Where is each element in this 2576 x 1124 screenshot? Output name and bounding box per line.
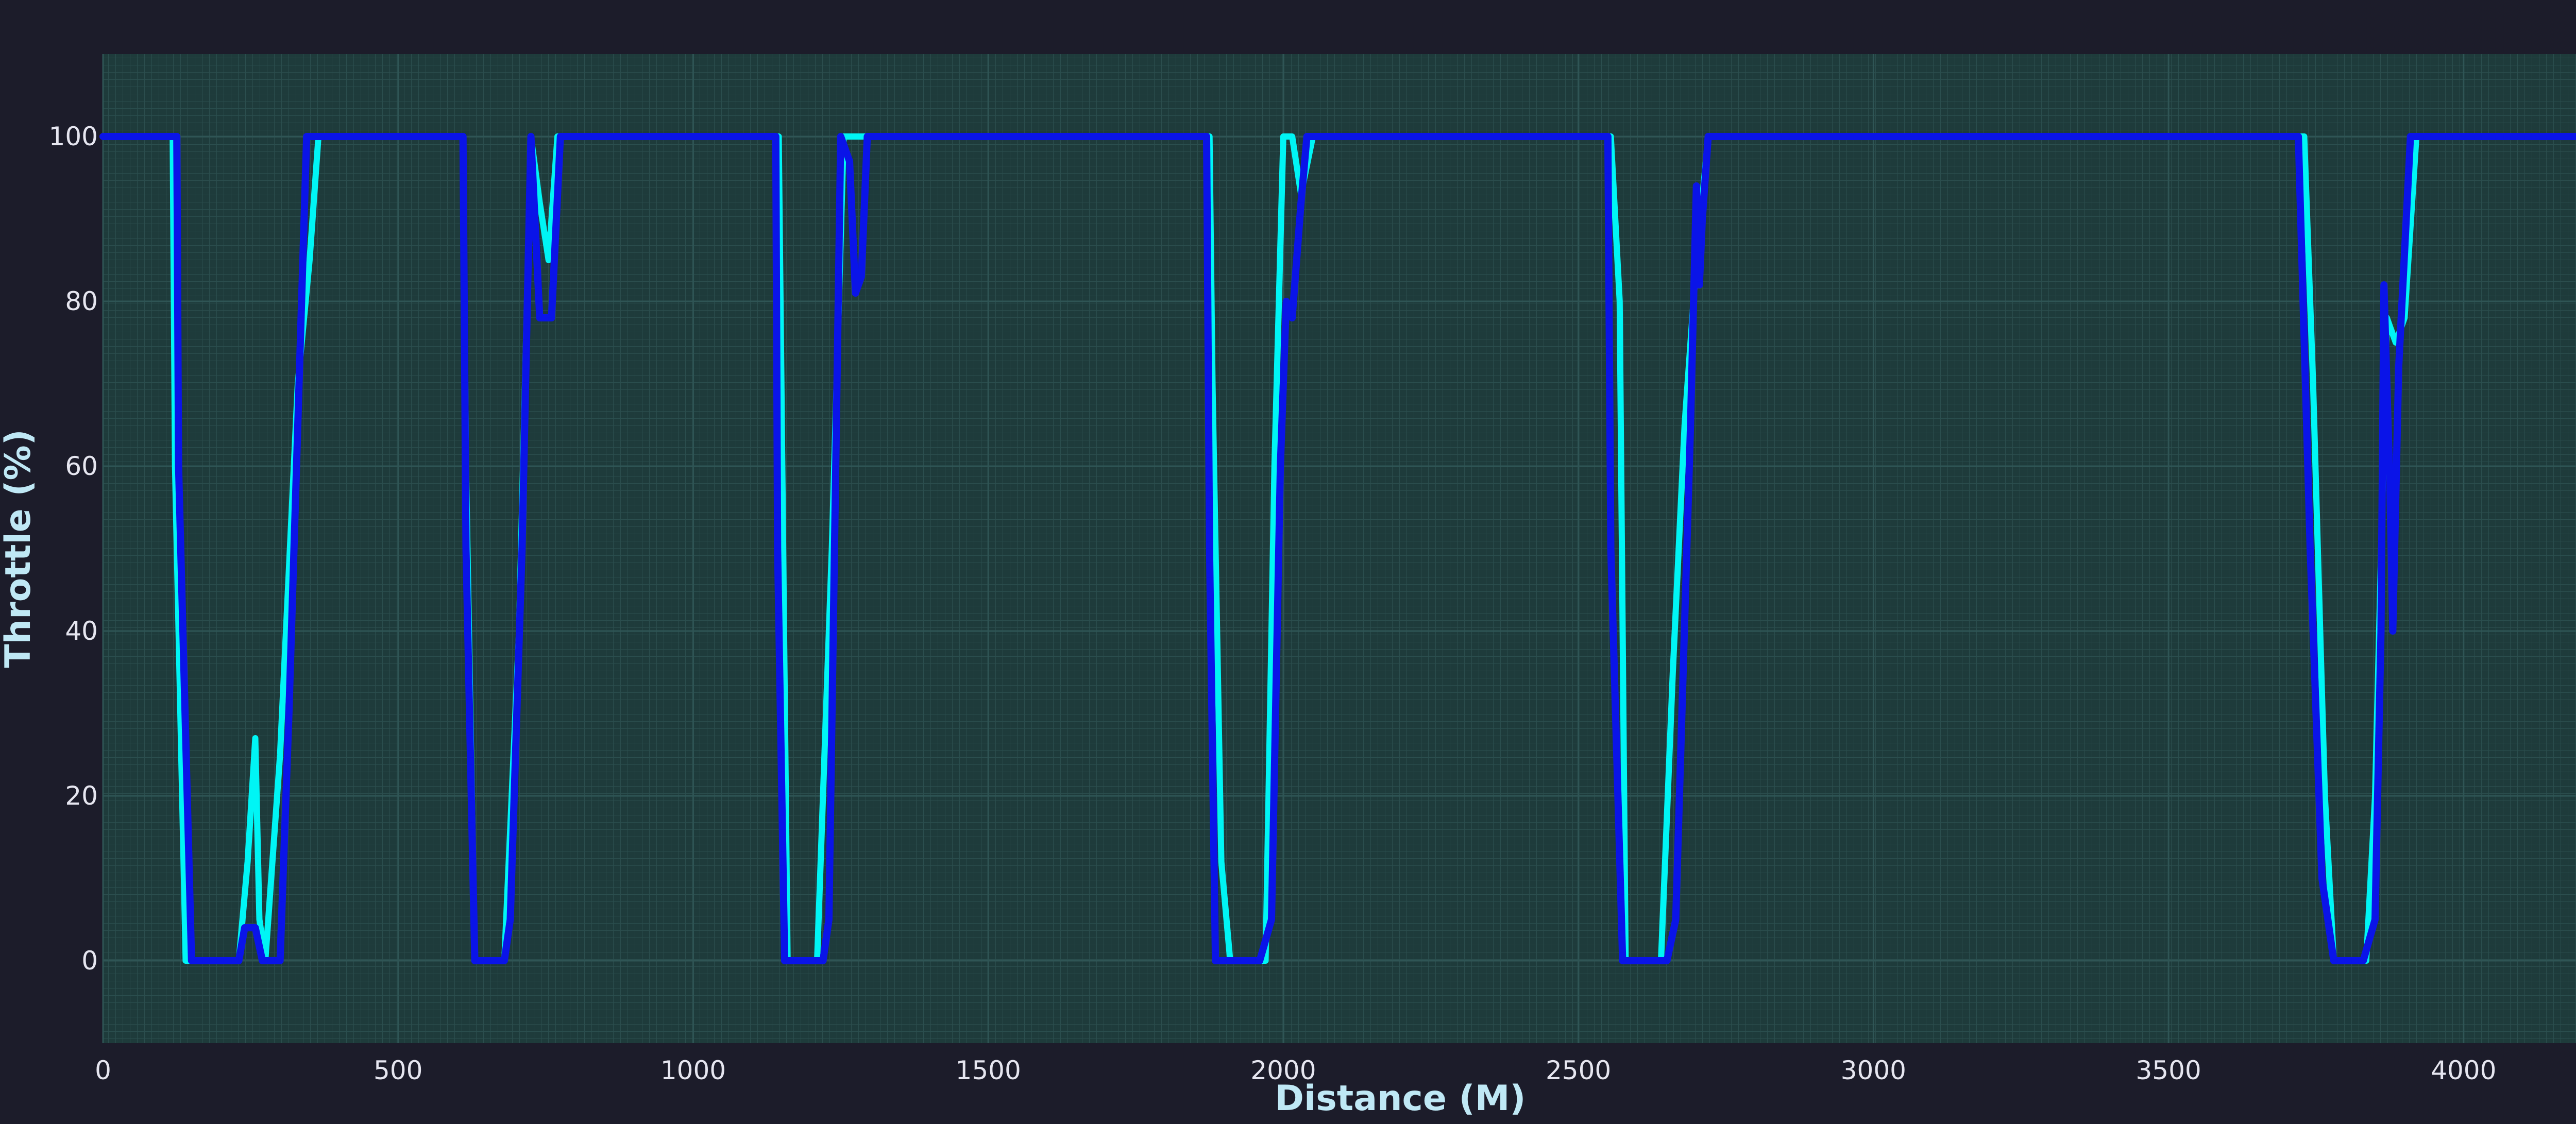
x-tick-label: 1500 [956,1055,1021,1085]
y-tick-label: 20 [65,781,98,811]
series-line-2 [99,133,2576,964]
x-tick-label: 0 [95,1055,111,1085]
series-layer [99,133,2576,964]
y-tick-label: 40 [65,616,98,646]
x-tick-label: 1000 [660,1055,726,1085]
y-tick-label: 100 [49,122,98,151]
x-axis-label: Distance (M) [1275,1078,1526,1119]
y-tick-label: 0 [81,946,98,976]
y-tick-label: 80 [65,286,98,316]
x-axis-ticks: 0 500 1000 1500 2000 2500 3000 3500 4000 [95,1055,2496,1085]
x-tick-label: 4000 [2431,1055,2496,1085]
x-tick-label: 500 [374,1055,422,1085]
x-tick-label: 3000 [1841,1055,1906,1085]
y-tick-label: 60 [65,451,98,481]
grid [102,54,2576,1043]
x-tick-label: 3500 [2136,1055,2201,1085]
minor-grid [103,54,2576,1043]
y-axis-label: Throttle (%) [0,429,39,668]
y-axis-ticks: 0 20 40 60 80 100 [49,122,98,976]
x-tick-label: 2000 [1250,1055,1316,1085]
x-tick-label: 2500 [1546,1055,1611,1085]
series-line-1 [100,133,2576,964]
